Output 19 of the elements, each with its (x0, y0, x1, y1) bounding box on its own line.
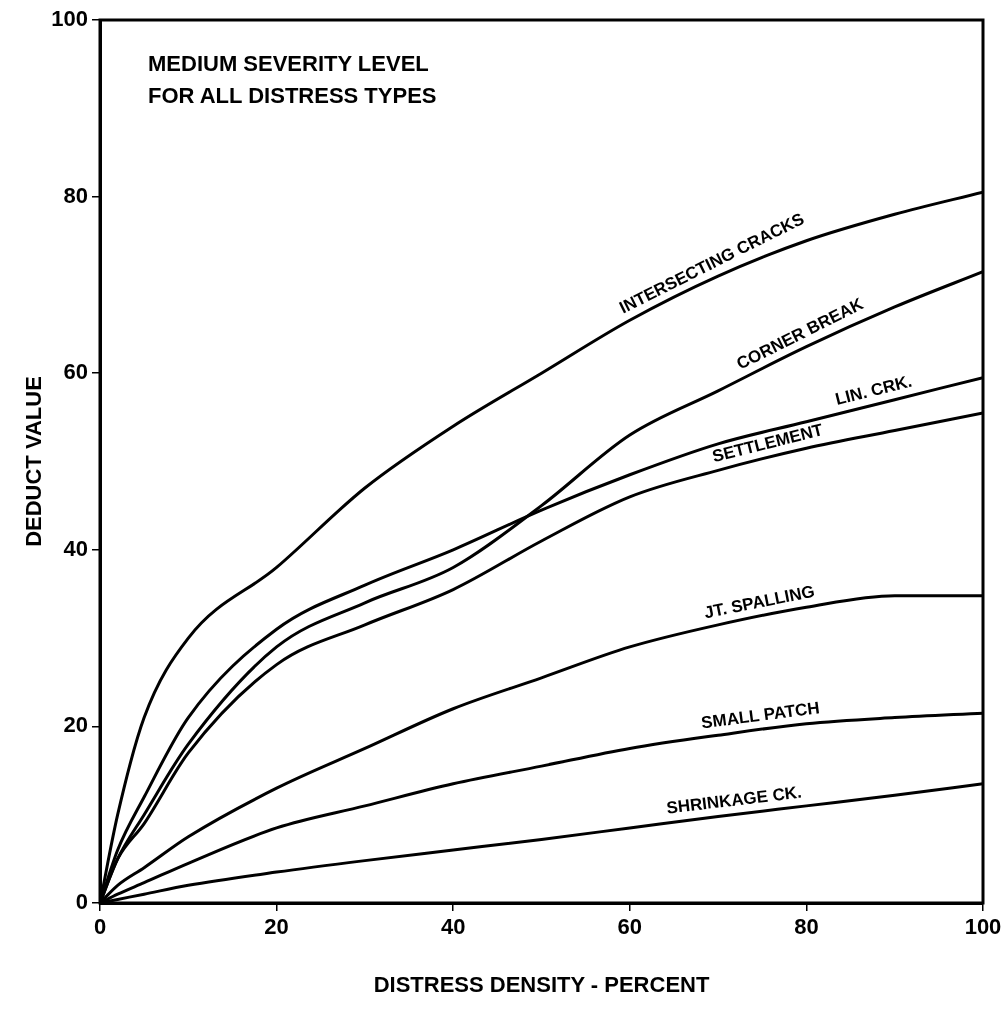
x-tick-label: 40 (440, 914, 466, 940)
text: SHRINKAGE CK. (665, 782, 803, 818)
text: SMALL PATCH (700, 698, 821, 733)
x-tick-label: 100 (964, 914, 1002, 940)
text: LIN. CRK. (833, 371, 914, 409)
x-tick-label: 0 (93, 914, 107, 940)
text: JT. SPALLING (702, 581, 817, 623)
x-tick-label: 60 (617, 914, 643, 940)
y-tick-label: 0 (75, 889, 88, 915)
y-tick-label: 40 (63, 535, 88, 561)
y-tick-label: 60 (63, 359, 88, 385)
x-tick-label: 80 (794, 914, 819, 940)
x-tick-label: 20 (264, 914, 289, 940)
y-tick-label: 20 (63, 712, 88, 738)
x-axis-title: DISTRESS DENSITY - PERCENT (373, 971, 710, 997)
y-tick-label: 100 (51, 6, 88, 32)
y-axis-title: DEDUCT VALUE (21, 376, 47, 547)
text: MEDIUM SEVERITY LEVEL FOR ALL DISTRESS TYPES (148, 50, 438, 110)
y-tick-label: 80 (63, 182, 88, 208)
